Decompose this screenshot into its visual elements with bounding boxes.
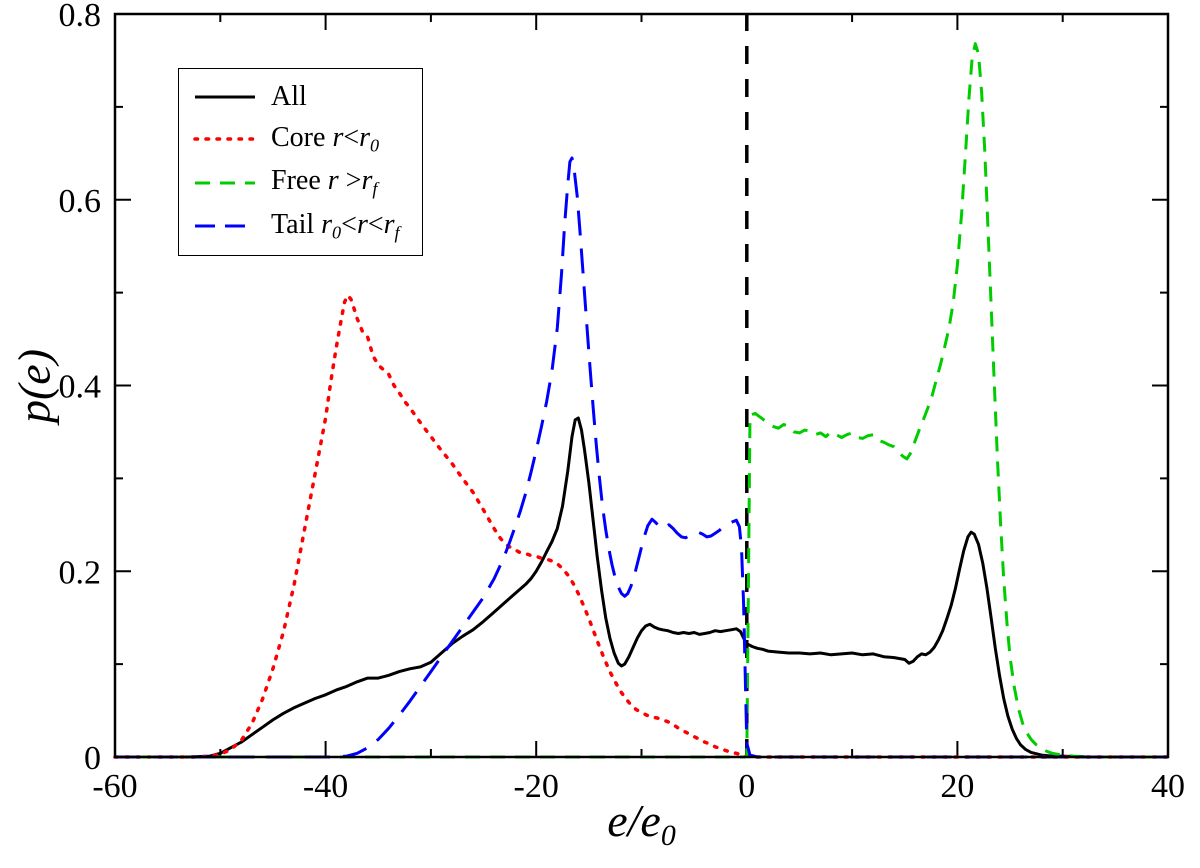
legend-label-core: Core r<r0	[271, 122, 380, 156]
series-free-line	[115, 42, 1168, 759]
legend-item-tail: Tail r0<r<rf	[193, 209, 400, 243]
y-tick-label: 0	[84, 740, 101, 777]
y-tick-label: 0.6	[59, 183, 102, 220]
legend-label-free: Free r >rf	[271, 165, 378, 199]
legend-line-sample-all	[195, 95, 255, 99]
x-tick-label: 40	[1151, 768, 1185, 805]
series-core-line	[113, 293, 1170, 759]
x-tick-label: -60	[92, 768, 137, 805]
x-tick-label: -20	[514, 768, 559, 805]
legend-label-all: All	[271, 81, 307, 112]
legend-item-free: Free r >rf	[193, 165, 400, 199]
series-tail-line	[115, 156, 1168, 759]
legend: All Core r<r0 Free r >rf Tail r0<r<rf	[178, 68, 423, 257]
series-all-line	[115, 416, 1168, 759]
legend-line-sample-free	[195, 181, 255, 185]
y-tick-label: 0.4	[59, 369, 102, 406]
legend-item-core: Core r<r0	[193, 122, 400, 156]
legend-line-sample-core	[193, 137, 257, 141]
x-tick-label: 20	[940, 768, 974, 805]
x-axis-label: e/e0	[607, 795, 676, 852]
y-tick-label: 0.8	[59, 0, 102, 34]
legend-label-tail: Tail r0<r<rf	[271, 208, 400, 243]
legend-line-sample-tail	[195, 224, 255, 228]
y-tick-label: 0.2	[59, 554, 102, 591]
y-axis-label: p(e)	[8, 348, 60, 424]
x-tick-label: 0	[738, 768, 755, 805]
legend-item-all: All	[193, 81, 400, 113]
x-tick-label: -40	[303, 768, 348, 805]
plot-frame	[113, 12, 1170, 759]
